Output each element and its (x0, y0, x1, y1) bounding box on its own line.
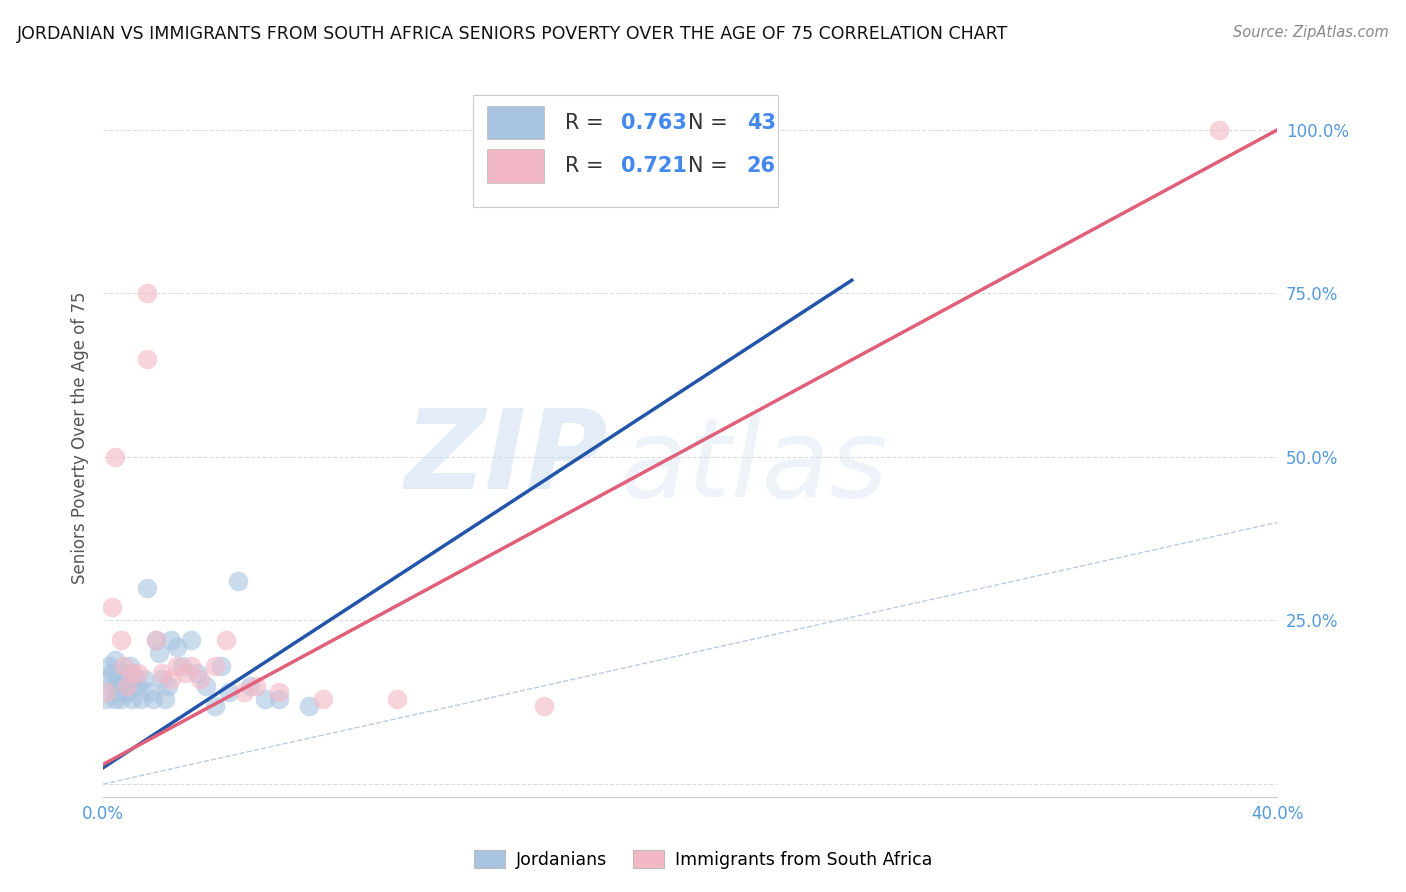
Point (115, 679, 138, 693)
Point (226, 574, 249, 589)
Text: 26: 26 (747, 156, 776, 176)
Point (110, 633, 132, 648)
Point (166, 659, 188, 673)
Point (174, 665, 197, 680)
Point (139, 685, 162, 699)
Text: ZIP: ZIP (405, 405, 609, 512)
Text: atlas: atlas (620, 413, 889, 519)
Text: 0.763: 0.763 (621, 112, 688, 133)
Point (172, 659, 194, 673)
Point (148, 646, 170, 660)
Point (98, 659, 121, 673)
Point (218, 685, 240, 699)
Point (269, 685, 291, 699)
Point (215, 633, 238, 648)
Legend: Jordanians, Immigrants from South Africa: Jordanians, Immigrants from South Africa (467, 844, 939, 876)
Point (107, 673, 129, 687)
Point (101, 600, 124, 615)
Point (115, 685, 138, 699)
Point (101, 665, 124, 680)
Point (166, 640, 188, 654)
Text: 43: 43 (747, 112, 776, 133)
Point (134, 673, 156, 687)
Point (180, 659, 202, 673)
Text: R =: R = (565, 156, 610, 176)
FancyBboxPatch shape (486, 106, 544, 139)
Point (269, 692, 291, 706)
Point (136, 581, 159, 595)
Point (145, 633, 167, 648)
Point (298, 698, 321, 713)
Text: 0.721: 0.721 (621, 156, 688, 176)
Point (104, 653, 127, 667)
Text: R =: R = (565, 112, 610, 133)
Point (145, 633, 167, 648)
Point (533, 698, 555, 713)
Point (136, 286, 159, 301)
Point (98, 673, 121, 687)
Point (94, 685, 117, 699)
Point (194, 679, 217, 693)
Point (153, 692, 176, 706)
Point (101, 679, 124, 693)
Point (104, 450, 127, 464)
Point (110, 679, 132, 693)
Point (121, 679, 143, 693)
Point (180, 633, 202, 648)
FancyBboxPatch shape (486, 150, 544, 183)
Point (159, 633, 181, 648)
Point (121, 665, 143, 680)
Point (118, 659, 141, 673)
Point (94, 692, 117, 706)
Point (188, 673, 211, 687)
Point (142, 692, 165, 706)
Point (156, 679, 179, 693)
FancyBboxPatch shape (472, 95, 779, 207)
Point (129, 692, 152, 706)
Point (127, 665, 149, 680)
Point (245, 679, 267, 693)
Point (124, 673, 146, 687)
Point (1208, 122, 1230, 136)
Point (204, 698, 226, 713)
Point (115, 665, 138, 680)
Y-axis label: Seniors Poverty Over the Age of 75: Seniors Poverty Over the Age of 75 (72, 291, 89, 583)
Point (112, 659, 135, 673)
Point (186, 665, 208, 680)
Point (253, 692, 276, 706)
Point (150, 673, 173, 687)
Point (104, 692, 127, 706)
Point (107, 685, 129, 699)
Point (209, 659, 232, 673)
Text: N =: N = (688, 156, 734, 176)
Point (239, 679, 262, 693)
Text: JORDANIAN VS IMMIGRANTS FROM SOUTH AFRICA SENIORS POVERTY OVER THE AGE OF 75 COR: JORDANIAN VS IMMIGRANTS FROM SOUTH AFRIC… (17, 25, 1008, 43)
Text: N =: N = (688, 112, 734, 133)
Text: Source: ZipAtlas.com: Source: ZipAtlas.com (1233, 25, 1389, 40)
Point (136, 351, 159, 366)
Point (150, 665, 173, 680)
Point (233, 685, 256, 699)
Point (112, 673, 135, 687)
Point (127, 679, 149, 693)
Point (159, 673, 181, 687)
Point (385, 692, 408, 706)
Point (312, 692, 335, 706)
Point (121, 692, 143, 706)
Point (204, 659, 226, 673)
Point (110, 692, 132, 706)
